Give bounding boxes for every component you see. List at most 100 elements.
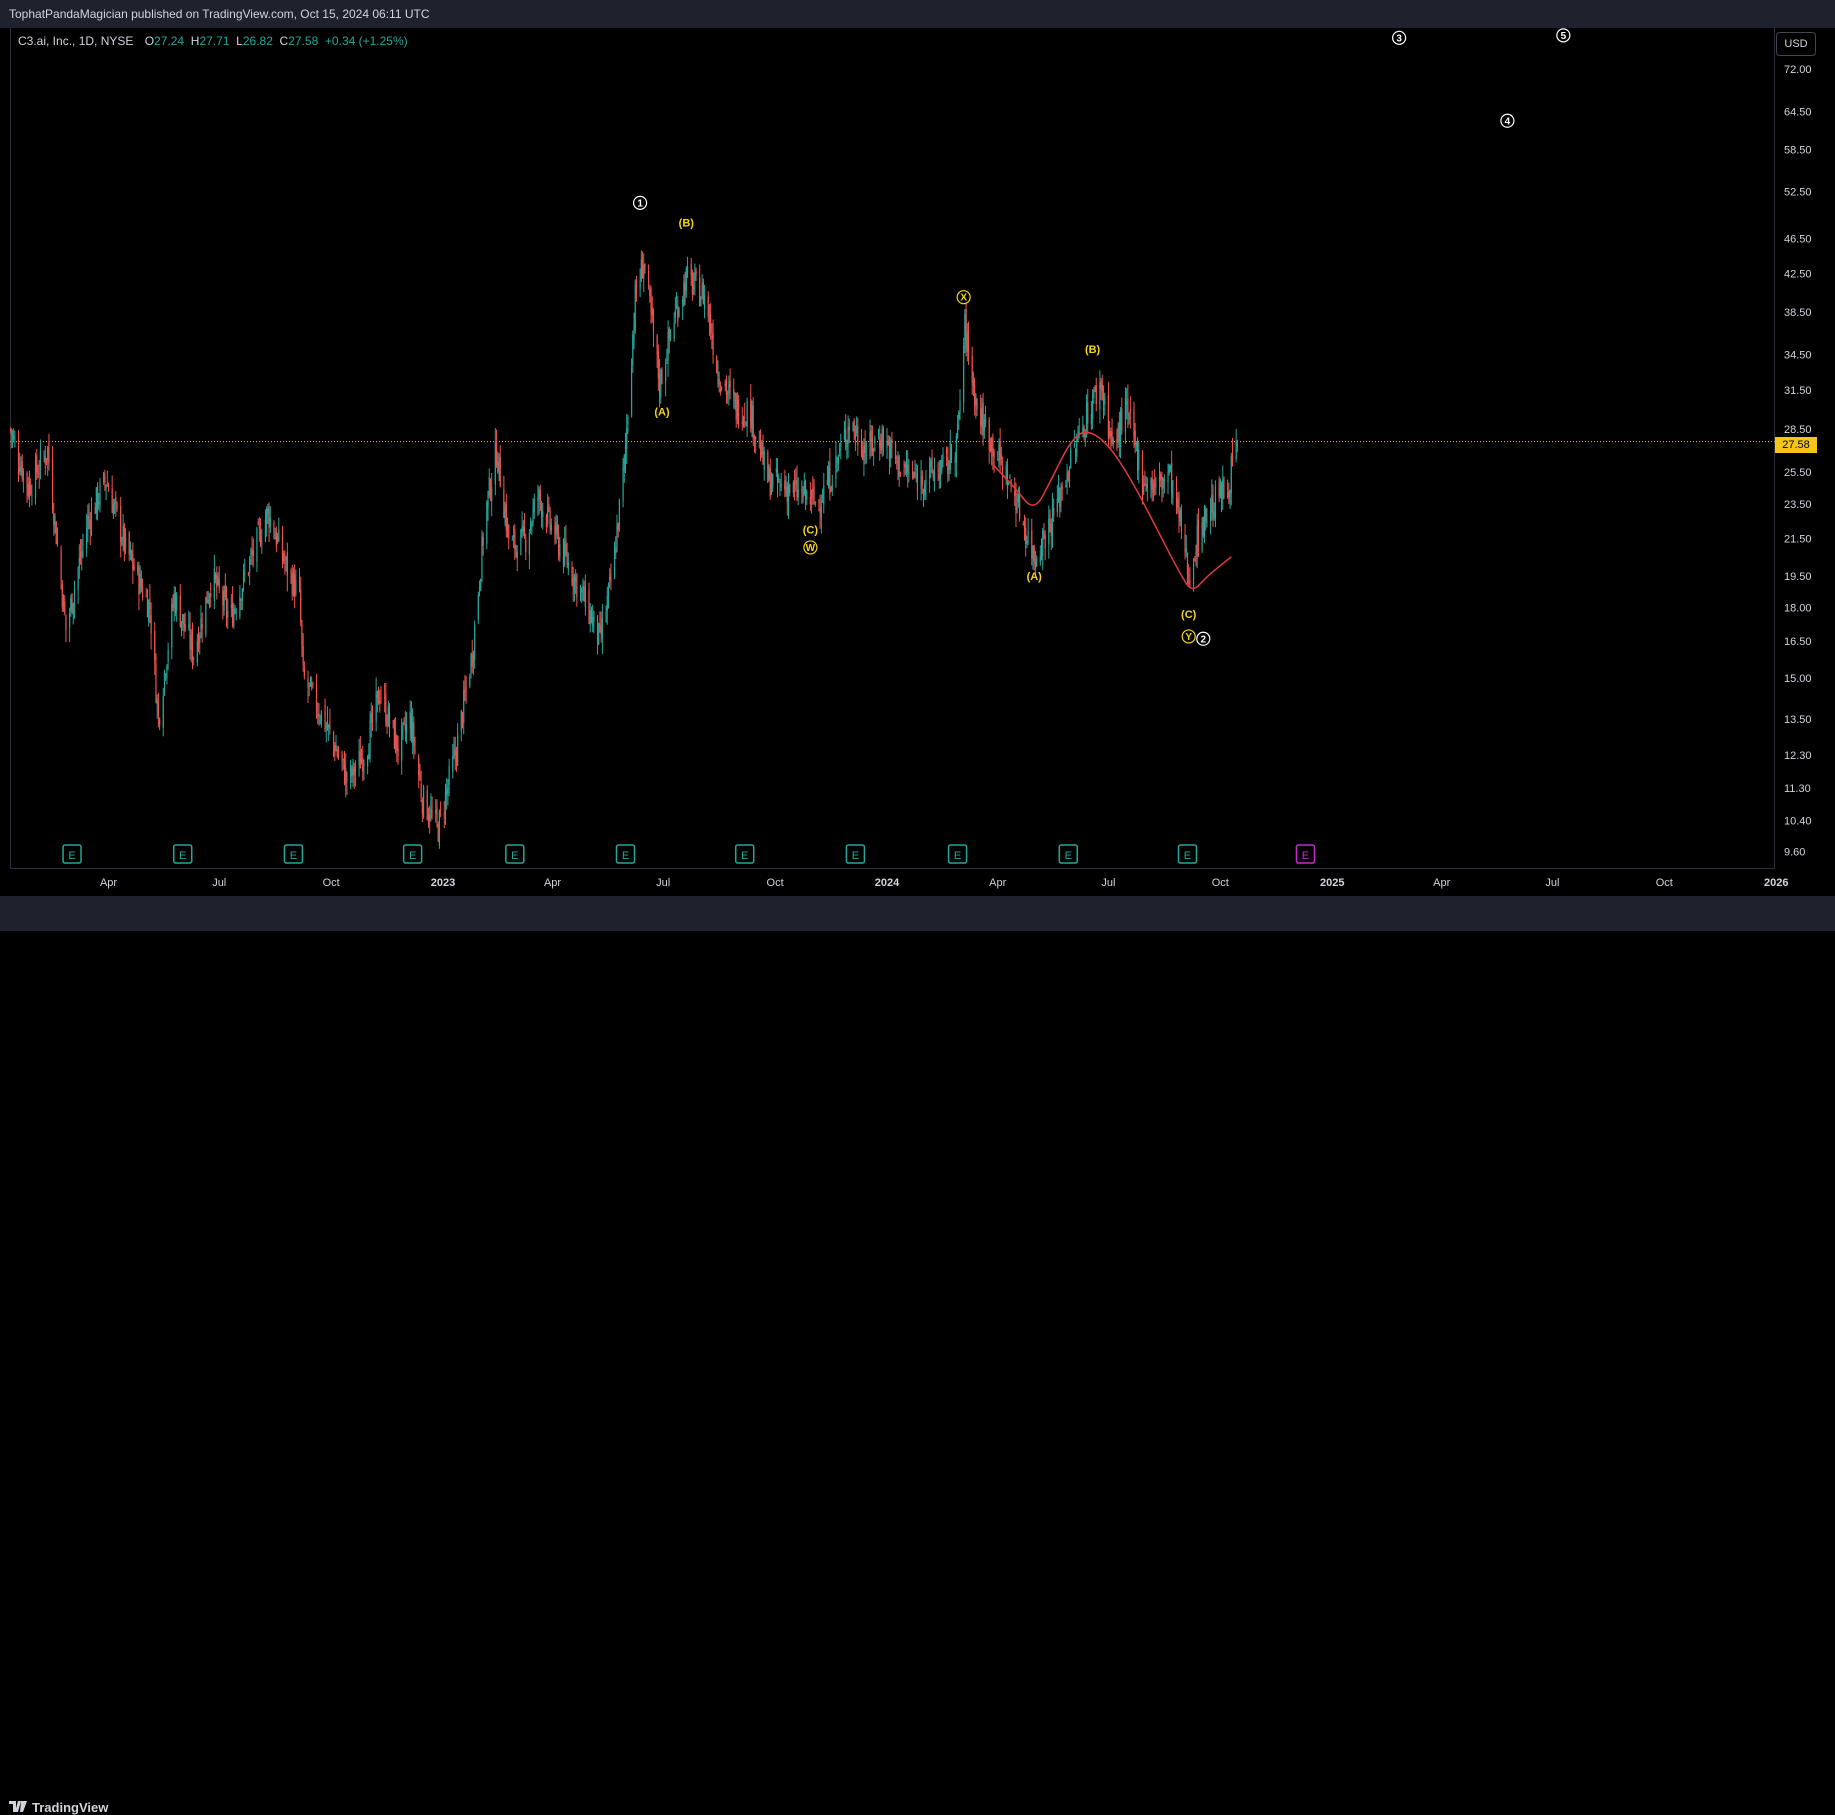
candle-body [379,701,381,703]
candle-body [1197,519,1200,550]
candle-body [701,284,703,296]
candle-body [1091,400,1094,419]
candle-body [789,484,791,493]
candle-body [950,446,953,459]
candle-body [863,445,865,461]
candle-body [520,530,522,556]
candle-body [454,748,456,756]
candle-body [837,456,839,465]
open-value: 27.24 [154,34,185,48]
candle-body [345,767,347,784]
candle-body [1019,495,1021,520]
candle-body [1112,438,1114,445]
candle-body [294,574,296,598]
candle-body [707,296,709,316]
candle-body [624,444,627,458]
price-tick-label: 21.50 [1784,533,1812,545]
candle-body [947,456,949,475]
candle-body [427,815,430,820]
tradingview-mark-icon [9,1800,27,1815]
candle-body [315,682,318,712]
candle-body [984,417,987,424]
candle-body [964,313,966,341]
candle-body [763,450,765,470]
candle-body [949,442,951,470]
candle-body [818,501,820,504]
candle-body [1145,487,1147,491]
candle-body [273,522,275,537]
candle-body [675,304,678,308]
candle-body [453,750,455,756]
candle-body [828,466,830,487]
candle-body [690,263,692,276]
candle-body [745,423,747,425]
candle-body [165,675,167,677]
candle-body [1167,472,1169,483]
currency-button[interactable]: USD [1776,32,1816,56]
candle-body [371,709,374,722]
candle-body [267,506,269,515]
candle-body [718,378,720,386]
candle-body [261,541,263,543]
candle-body [785,487,787,494]
candle-body [583,586,585,602]
tradingview-logo[interactable]: TradingView [9,1800,108,1815]
symbol-label[interactable]: C3.ai, Inc., 1D, NYSE [18,34,134,48]
candle-body [852,424,854,427]
candle-body [674,309,676,318]
candle-body [1189,579,1191,585]
candle-body [370,713,372,723]
candle-body [386,722,388,726]
candle-body [342,758,344,761]
candle-body [307,677,309,689]
candle-body [525,539,527,553]
time-axis[interactable] [10,868,1775,897]
candle-body [277,536,279,542]
candle-body [222,590,224,605]
candle-body [634,284,636,331]
candle-body [626,428,628,450]
candle-body [933,472,936,482]
candle-body [419,772,421,780]
candle-body [683,281,685,305]
candle-body [819,508,821,514]
candle-body [581,589,583,593]
candle-body [98,502,100,505]
candle-body [1236,441,1238,447]
candle-body [971,356,973,383]
price-tick-label: 72.00 [1784,64,1812,76]
candle-body [746,401,748,428]
candle-body [989,446,992,452]
price-tick-label: 58.50 [1784,145,1812,157]
candle-body [148,600,150,622]
candle-body [99,483,101,506]
time-tick-label: 2024 [875,877,900,889]
candle-body [1009,475,1011,479]
chart-area[interactable] [10,28,1776,868]
candle-body [1228,490,1230,498]
candle-body [613,545,616,580]
candle-body [648,270,650,284]
candle-body [343,761,346,784]
candle-body [368,753,370,760]
candle-body [413,722,415,746]
candle-body [11,433,14,436]
candle-body [22,470,24,481]
candle-body [55,522,57,545]
candle-body [965,309,967,348]
candle-body [353,766,355,776]
candle-body [150,615,152,634]
candle-body [1087,402,1089,424]
candle-body [94,507,96,514]
candle-body [590,610,593,624]
earnings-marker [734,844,755,864]
candle-body [955,435,957,463]
candle-body [491,487,493,502]
candle-body [830,489,832,491]
candle-body [667,331,669,362]
candle-body [1127,398,1129,415]
wave-label-yellow: (A) [1027,571,1043,583]
candle-body [668,328,670,340]
candle-body [367,757,369,767]
price-tick-label: 16.50 [1784,636,1812,648]
